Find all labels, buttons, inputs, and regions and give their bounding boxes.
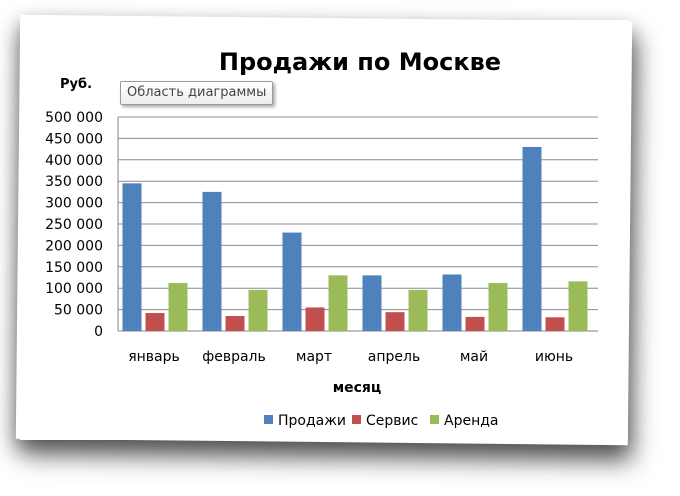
bar[interactable] bbox=[568, 281, 588, 331]
x-tick-label: апрель bbox=[368, 349, 420, 365]
x-axis-label: месяц bbox=[333, 380, 382, 396]
y-tick-label: 100 000 bbox=[45, 281, 103, 297]
y-tick-label: 200 000 bbox=[45, 238, 103, 254]
bar[interactable] bbox=[248, 289, 268, 331]
bar[interactable] bbox=[282, 232, 302, 331]
y-axis-label: Руб. bbox=[60, 77, 92, 92]
legend: Продажи Сервис Аренда bbox=[264, 413, 499, 429]
x-tick-label: январь bbox=[128, 349, 180, 365]
bar[interactable] bbox=[168, 283, 188, 331]
legend-swatch bbox=[264, 415, 273, 424]
x-tick-label: март bbox=[296, 349, 332, 365]
x-tick-label: февраль bbox=[202, 349, 266, 365]
x-tick-label: май bbox=[460, 349, 488, 365]
bar[interactable] bbox=[385, 312, 405, 331]
legend-swatch bbox=[430, 415, 439, 424]
bar[interactable] bbox=[545, 317, 565, 331]
legend-entry: Аренда bbox=[444, 413, 499, 429]
legend-swatch bbox=[352, 415, 361, 424]
bar[interactable] bbox=[202, 191, 222, 331]
legend-entry: Сервис bbox=[366, 413, 418, 429]
bar[interactable] bbox=[442, 274, 462, 331]
chart-area-tooltip: Область диаграммы bbox=[120, 81, 274, 105]
bar[interactable] bbox=[145, 313, 165, 331]
bar[interactable] bbox=[408, 289, 428, 331]
legend-entry: Продажи bbox=[278, 413, 346, 429]
y-tick-label: 250 000 bbox=[45, 217, 103, 233]
bar[interactable] bbox=[465, 316, 485, 331]
y-tick-label: 350 000 bbox=[45, 174, 103, 190]
bar[interactable] bbox=[122, 183, 142, 331]
gridlines bbox=[117, 116, 598, 332]
bar[interactable] bbox=[328, 275, 348, 331]
bar[interactable] bbox=[362, 275, 382, 331]
y-tick-label: 400 000 bbox=[45, 153, 103, 169]
bar[interactable] bbox=[225, 316, 245, 331]
bar[interactable] bbox=[305, 307, 325, 331]
y-tick-label: 150 000 bbox=[45, 260, 103, 276]
y-tick-label: 50 000 bbox=[54, 303, 103, 319]
y-tick-label: 500 000 bbox=[45, 110, 103, 126]
bar[interactable] bbox=[522, 146, 542, 331]
y-tick-label: 450 000 bbox=[45, 131, 103, 147]
chart-title: Продажи по Москве bbox=[219, 48, 501, 76]
bar[interactable] bbox=[488, 283, 508, 331]
y-tick-labels: 0 50 000 100 000 150 000 200 000 250 000 300 0… bbox=[45, 110, 103, 340]
y-tick-label: 0 bbox=[94, 324, 103, 340]
x-tick-labels: январь февраль март апрель май июнь bbox=[128, 349, 573, 365]
x-tick-label: июнь bbox=[535, 349, 573, 365]
bars bbox=[122, 146, 588, 331]
y-tick-label: 300 000 bbox=[45, 196, 103, 212]
